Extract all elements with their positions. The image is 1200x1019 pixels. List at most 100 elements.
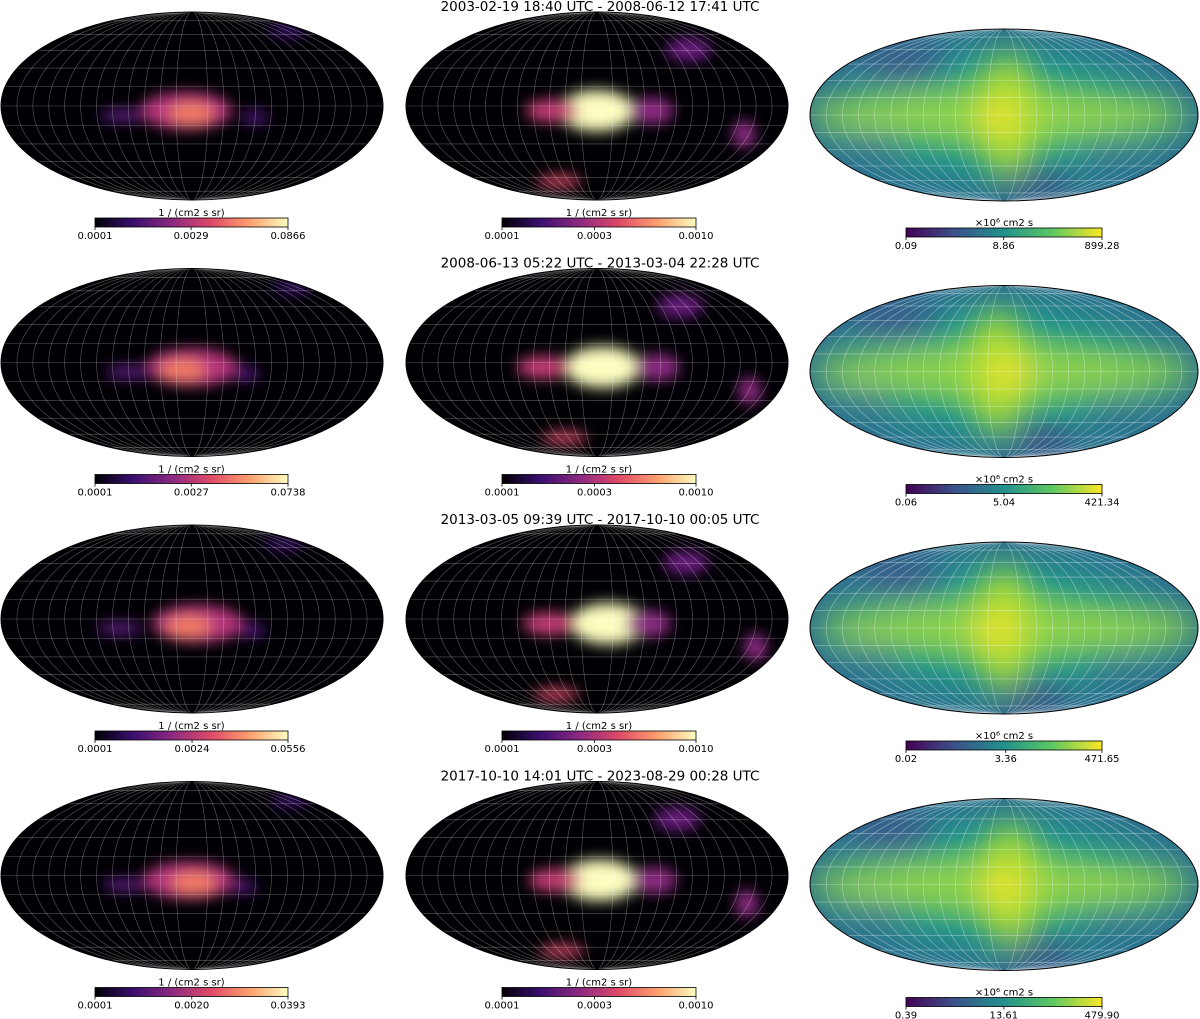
- meridian: [501, 268, 693, 457]
- meridian: [64, 268, 320, 457]
- graticule: [1, 781, 383, 970]
- meridian: [501, 525, 693, 713]
- meridian: [517, 781, 677, 970]
- emission-blob: [564, 346, 641, 388]
- colorbar: [501, 730, 697, 741]
- meridian: [939, 542, 1069, 714]
- meridian: [143, 268, 241, 457]
- map-outline: [809, 541, 1199, 715]
- meridian: [580, 268, 614, 457]
- meridian: [533, 525, 661, 713]
- emission-blob: [96, 621, 143, 635]
- meridian: [890, 29, 1118, 201]
- graticule: [1, 12, 383, 200]
- emission-blob: [533, 688, 579, 700]
- meridian: [548, 525, 646, 713]
- meridian: [80, 525, 304, 713]
- colorbar-tick-label: 471.65: [1085, 754, 1120, 765]
- graticule: [810, 798, 1198, 971]
- meridian: [437, 525, 757, 713]
- map-emission: [810, 302, 1198, 451]
- map-outline: [809, 28, 1199, 202]
- emission-blob: [848, 815, 935, 851]
- colorbar-label: ×10⁶ cm2 s: [975, 731, 1033, 742]
- meridian: [501, 781, 693, 970]
- colorbar-tick-label: 899.28: [1085, 241, 1120, 252]
- meridian: [825, 798, 1183, 971]
- map-outline: [0, 524, 384, 714]
- meridian: [564, 781, 630, 970]
- meridian: [564, 268, 630, 457]
- meridian: [64, 525, 320, 713]
- meridian: [485, 268, 709, 457]
- meridian: [890, 798, 1118, 971]
- meridian: [143, 525, 241, 713]
- meridian: [421, 525, 773, 713]
- emission-blob: [984, 870, 1024, 902]
- meridian: [922, 542, 1086, 714]
- colorbar: [905, 997, 1103, 1007]
- meridian: [842, 798, 1166, 971]
- colorbar-tick-label: 0.0003: [577, 1001, 612, 1012]
- emission-blob: [265, 538, 304, 550]
- meridian: [987, 29, 1021, 201]
- meridian: [517, 268, 677, 457]
- meridian: [159, 781, 225, 970]
- colorbar-tick-label: 0.0010: [679, 744, 714, 755]
- map-outline: [0, 781, 384, 970]
- meridian: [48, 12, 336, 200]
- meridian: [175, 781, 209, 970]
- meridian: [159, 12, 225, 200]
- meridian: [548, 268, 646, 457]
- meridian: [469, 781, 725, 970]
- emission-blob: [860, 46, 946, 81]
- emission-blob: [238, 622, 266, 638]
- meridian: [16, 781, 368, 970]
- emission-blob: [857, 559, 943, 594]
- sky-map: [1, 12, 383, 200]
- meridian: [922, 798, 1086, 971]
- graticule: [810, 542, 1198, 714]
- sky-map: [1, 781, 383, 970]
- map-emission: [99, 25, 307, 130]
- meridian: [421, 781, 773, 970]
- meridian: [64, 781, 320, 970]
- meridian: [175, 268, 209, 457]
- emission-blob: [631, 867, 678, 894]
- meridian: [971, 285, 1037, 458]
- sky-map: [406, 12, 788, 200]
- meridian: [469, 12, 725, 200]
- meridian: [858, 542, 1150, 714]
- meridian: [437, 268, 757, 457]
- colorbar-tick-label: 479.90: [1085, 1011, 1120, 1019]
- meridian: [922, 285, 1086, 458]
- meridian: [533, 268, 661, 457]
- colorbar-label: 1 / (cm2 s sr): [158, 978, 224, 989]
- meridian: [874, 798, 1134, 971]
- meridian: [485, 525, 709, 713]
- colorbar-tick-label: 0.0738: [271, 488, 306, 499]
- graticule: [406, 781, 788, 970]
- colorbar-label: 1 / (cm2 s sr): [566, 465, 632, 476]
- map-outline: [0, 268, 384, 457]
- meridian: [842, 285, 1166, 458]
- emission-blob: [628, 97, 675, 124]
- emission-blob: [105, 365, 151, 379]
- meridian: [564, 525, 630, 713]
- meridian: [939, 798, 1069, 971]
- emission-blob: [159, 358, 206, 382]
- meridian: [548, 781, 646, 970]
- row-title: 2013-03-05 09:39 UTC - 2017-10-10 00:05 …: [441, 512, 760, 528]
- colorbar-tick-label: 0.0003: [577, 744, 612, 755]
- colorbar-tick-label: 0.0010: [679, 488, 714, 499]
- colorbar-tick-label: 0.0001: [78, 231, 113, 242]
- graticule: [406, 525, 788, 713]
- emission-blob: [1001, 942, 1071, 964]
- emission-blob: [241, 109, 269, 125]
- emission-blob: [844, 901, 904, 937]
- colorbar-tick-label: 421.34: [1085, 498, 1120, 509]
- meridian: [971, 29, 1037, 201]
- sky-map: [810, 285, 1198, 458]
- meridian: [858, 285, 1150, 458]
- meridian: [32, 525, 352, 713]
